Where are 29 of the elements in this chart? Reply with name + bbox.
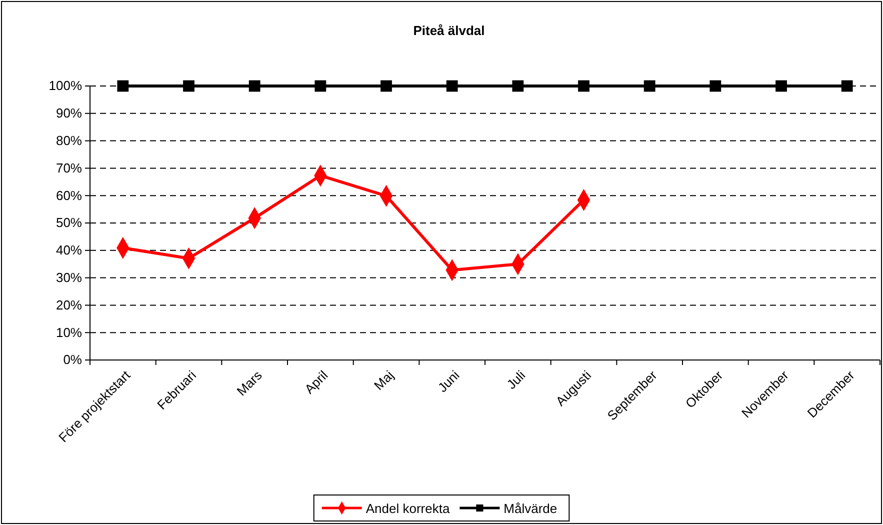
legend-label: Andel korrekta <box>366 501 450 516</box>
y-tick-label: 40% <box>56 242 82 258</box>
point <box>644 80 656 92</box>
point <box>578 80 590 92</box>
x-tick-label: Juni <box>434 368 462 396</box>
point <box>446 80 458 92</box>
y-tick-label: 70% <box>56 160 82 176</box>
y-tick-label: 90% <box>56 106 82 121</box>
x-tick-label: Juli <box>504 368 528 392</box>
point <box>183 80 194 92</box>
y-tick-label: 60% <box>56 188 82 203</box>
point <box>117 80 129 92</box>
y-tick-label: 50% <box>56 215 82 230</box>
y-tick-label: 0% <box>63 352 82 368</box>
point <box>314 80 326 92</box>
y-tick-label: 80% <box>56 132 82 148</box>
y-tick-label: 10% <box>56 324 82 340</box>
point <box>248 80 260 92</box>
point <box>512 80 524 92</box>
chart-title: Piteå älvdal <box>413 23 485 38</box>
y-tick-label: 30% <box>56 270 82 285</box>
point <box>776 80 787 92</box>
point <box>380 80 392 92</box>
point <box>841 80 853 92</box>
y-tick-label: 20% <box>56 297 82 312</box>
x-tick-label: Maj <box>371 368 397 394</box>
point <box>710 80 722 92</box>
y-tick-label: 100% <box>48 78 82 94</box>
legend-label: Målvärde <box>504 501 558 516</box>
